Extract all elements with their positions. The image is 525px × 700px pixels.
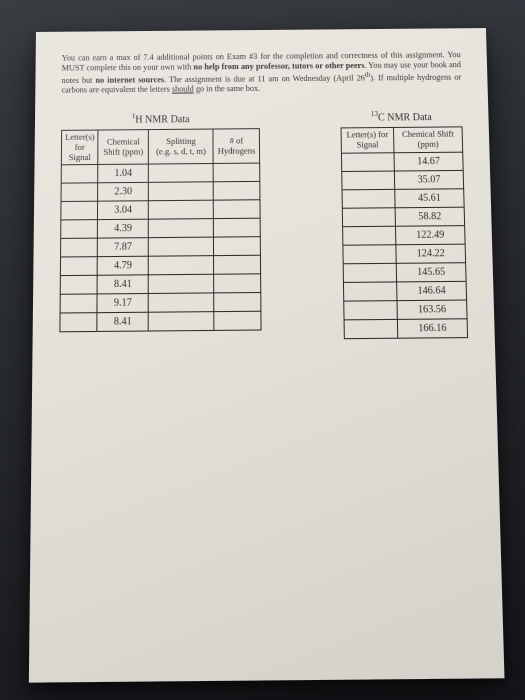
table-row: 35.07 <box>342 170 464 189</box>
cell-letters <box>342 171 395 190</box>
table-row: 163.56 <box>344 300 467 320</box>
cell-shift: 3.04 <box>98 201 149 220</box>
h-nmr-title: 1H NMR Data <box>61 111 260 126</box>
cell-shift: 14.67 <box>394 152 463 171</box>
cell-letters <box>60 313 97 332</box>
cell-splitting <box>148 275 213 294</box>
table-row: 9.17 <box>60 293 261 314</box>
h-col-splitting: Splitting(e.g. s, d, t, m) <box>149 129 214 164</box>
cell-shift: 45.61 <box>395 188 464 207</box>
h-col-count: # ofHydrogens <box>213 129 260 164</box>
cell-letters <box>61 165 98 184</box>
h-nmr-body: 1.04 2.30 3.04 <box>60 163 261 332</box>
h-nmr-block: 1H NMR Data Letter(s)for Signal Chemical… <box>59 111 261 333</box>
c-nmr-table: Letter(s) forSignal Chemical Shift(ppm) … <box>341 126 469 338</box>
cell-shift: 122.49 <box>395 225 465 244</box>
table-row: 146.64 <box>343 281 466 301</box>
cell-letters <box>61 202 98 221</box>
cell-shift: 2.30 <box>98 183 149 202</box>
cell-splitting <box>149 256 214 275</box>
table-row: 2.30 <box>61 182 260 202</box>
cell-count <box>214 274 261 293</box>
cell-shift: 1.04 <box>98 164 149 183</box>
table-row: 14.67 <box>341 152 463 171</box>
table-row: 1.04 <box>61 163 260 183</box>
cell-shift: 4.39 <box>98 220 149 239</box>
cell-letters <box>343 282 397 301</box>
cell-splitting <box>149 237 214 256</box>
cell-splitting <box>148 312 214 331</box>
cell-shift: 145.65 <box>396 262 466 281</box>
cell-count <box>214 219 261 238</box>
instructions-text: You can earn a max of 7.4 additional poi… <box>61 50 461 96</box>
cell-splitting <box>148 293 214 312</box>
table-row: 3.04 <box>61 200 261 220</box>
table-row: 8.41 <box>60 312 261 333</box>
cell-letters <box>344 319 398 338</box>
cell-letters <box>60 294 97 313</box>
cell-shift: 35.07 <box>394 170 463 189</box>
cell-letters <box>342 207 395 226</box>
worksheet-paper: You can earn a max of 7.4 additional poi… <box>29 28 505 683</box>
cell-count <box>214 237 261 256</box>
cell-splitting <box>149 182 214 201</box>
cell-letters <box>342 189 395 208</box>
cell-count <box>214 312 261 331</box>
cell-count <box>214 200 261 219</box>
cell-shift: 4.79 <box>97 257 148 276</box>
cell-shift: 124.22 <box>396 244 466 263</box>
cell-letters <box>343 244 396 263</box>
cell-splitting <box>149 201 214 220</box>
cell-letters <box>60 276 97 295</box>
cell-shift: 7.87 <box>98 238 149 257</box>
cell-letters <box>343 226 396 245</box>
c-col-shift: Chemical Shift(ppm) <box>393 127 462 152</box>
cell-shift: 8.41 <box>97 313 148 332</box>
cell-count <box>213 182 260 201</box>
tables-container: 1H NMR Data Letter(s)for Signal Chemical… <box>59 109 468 341</box>
cell-letters <box>61 183 98 202</box>
table-row: 166.16 <box>344 318 468 338</box>
cell-shift: 9.17 <box>97 294 148 313</box>
table-row: 4.39 <box>61 219 261 239</box>
cell-splitting <box>149 164 214 183</box>
h-col-shift: ChemicalShift (ppm) <box>98 130 149 165</box>
cell-letters <box>60 257 97 276</box>
cell-shift: 8.41 <box>97 275 148 294</box>
cell-shift: 163.56 <box>397 300 467 319</box>
table-row: 4.79 <box>60 256 260 276</box>
table-row: 7.87 <box>61 237 261 257</box>
table-row: 145.65 <box>343 262 466 282</box>
table-row: 8.41 <box>60 274 261 294</box>
cell-count <box>214 293 261 312</box>
cell-count <box>213 163 260 182</box>
cell-shift: 166.16 <box>397 318 467 337</box>
c-nmr-title: 13C NMR Data <box>340 109 462 123</box>
table-row: 58.82 <box>342 207 464 227</box>
table-row: 122.49 <box>343 225 466 245</box>
cell-letters <box>343 263 396 282</box>
c-nmr-block: 13C NMR Data Letter(s) forSignal Chemica… <box>340 109 468 339</box>
cell-shift: 146.64 <box>397 281 467 300</box>
cell-letters <box>344 300 398 319</box>
table-row: 45.61 <box>342 188 464 207</box>
cell-letters <box>61 220 98 239</box>
cell-shift: 58.82 <box>395 207 465 226</box>
c-col-letters: Letter(s) forSignal <box>341 128 394 153</box>
cell-count <box>214 256 261 275</box>
table-row: 124.22 <box>343 244 466 264</box>
cell-letters <box>341 152 394 171</box>
h-col-letters: Letter(s)for Signal <box>61 130 98 165</box>
h-nmr-table: Letter(s)for Signal ChemicalShift (ppm) … <box>59 128 261 333</box>
c-nmr-body: 14.67 35.07 45.61 58.82 122.49 <box>341 152 467 339</box>
cell-splitting <box>149 219 214 238</box>
cell-letters <box>61 238 98 257</box>
